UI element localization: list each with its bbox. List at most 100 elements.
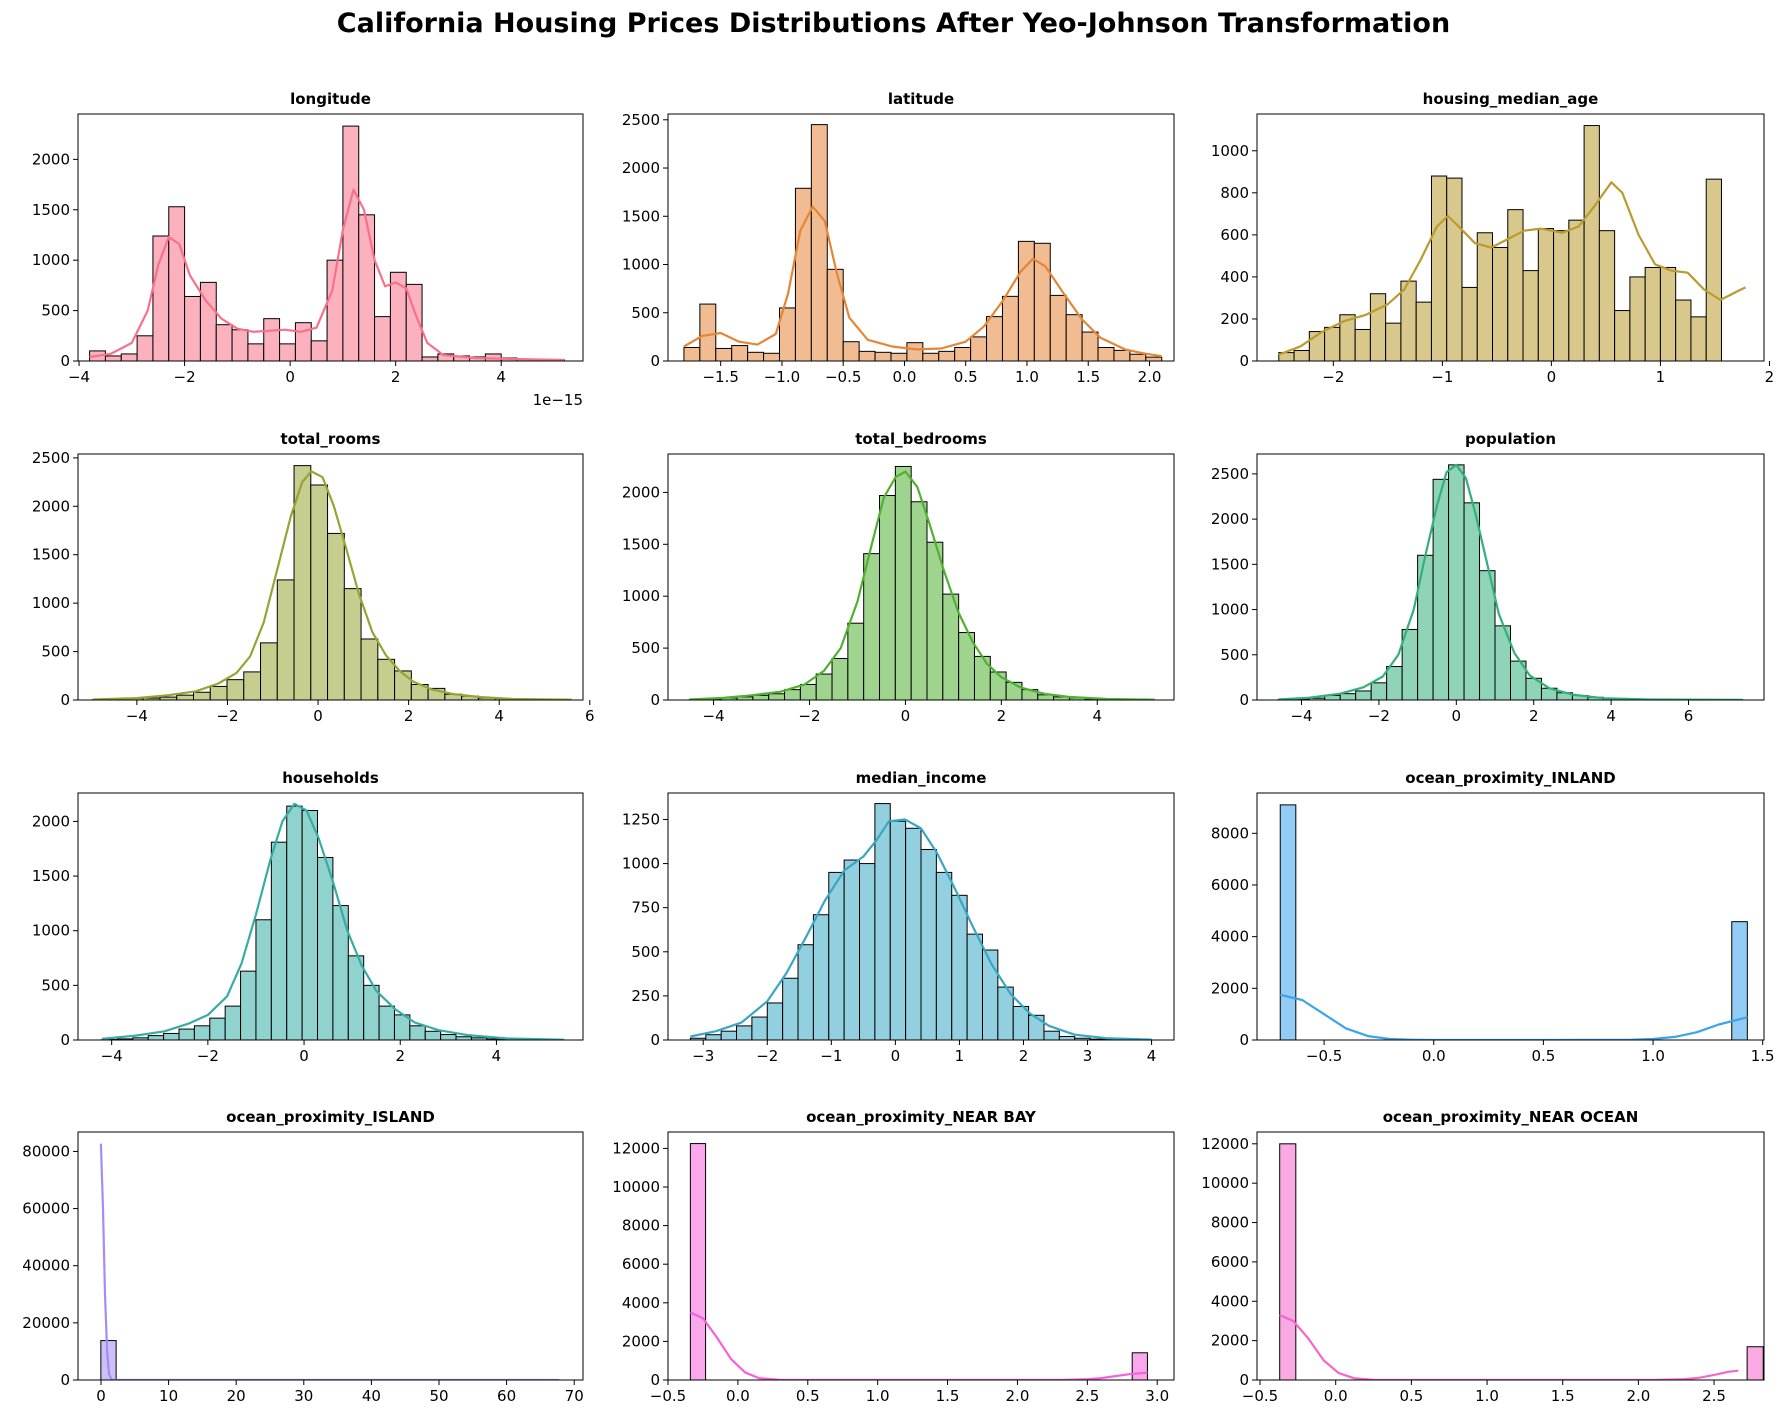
- x-tick-label: −2: [216, 707, 238, 725]
- x-tick-label: 0: [285, 368, 295, 386]
- y-tick-label: 8000: [1211, 1214, 1249, 1232]
- x-tick-label: 1.0: [1015, 368, 1039, 386]
- histogram-bar: [1028, 1014, 1045, 1040]
- x-tick-label: −2: [1322, 368, 1344, 386]
- x-tick-label: −0.5: [650, 1387, 686, 1405]
- histogram-bar: [942, 593, 960, 700]
- x-tick-label: −1.5: [702, 368, 738, 386]
- histogram-bar: [327, 532, 345, 700]
- histogram-bar: [922, 352, 940, 361]
- histogram-bar: [879, 495, 896, 700]
- histogram-bar: [358, 214, 376, 361]
- histogram-bar: [310, 484, 329, 700]
- histogram-panel-3: total_rooms −4 −2 0 2 4 6 0 500 1000 1500 2000 2500: [32, 430, 595, 725]
- histogram-bar: [152, 235, 170, 361]
- x-tick-label: −0.5: [1242, 1387, 1278, 1405]
- x-tick-label: 3: [1083, 1047, 1093, 1065]
- x-tick-label: 40: [362, 1387, 381, 1405]
- histogram-bar: [260, 642, 278, 700]
- histogram-bar: [752, 694, 770, 700]
- y-tick-label: 6000: [622, 1255, 660, 1273]
- histogram-bar: [920, 848, 937, 1040]
- panel-title: longitude: [290, 90, 371, 108]
- y-tick-label: 6000: [1211, 1253, 1249, 1271]
- histogram-bar: [910, 501, 928, 700]
- x-tick-label: −2: [174, 368, 196, 386]
- kde-line: [683, 205, 1162, 358]
- histogram-bar: [342, 125, 360, 361]
- histogram-bar: [1537, 228, 1555, 361]
- kde-line: [689, 1311, 1148, 1380]
- x-tick-label: 2.0: [1626, 1387, 1650, 1405]
- y-tick-label: 2000: [1211, 1332, 1249, 1350]
- kde-line: [1279, 1313, 1739, 1380]
- bars-group: [1279, 1143, 1764, 1380]
- histogram-bar: [810, 124, 828, 361]
- x-tick-label: 0.0: [1422, 1047, 1446, 1065]
- y-tick-label: 2000: [32, 497, 70, 515]
- y-tick-label: 2000: [1211, 510, 1249, 528]
- histogram-bar: [986, 316, 1003, 361]
- y-tick-label: 1500: [1211, 555, 1249, 573]
- y-tick-label: 200: [1220, 310, 1249, 328]
- histogram-bar: [906, 342, 924, 361]
- histogram-bar: [1522, 270, 1539, 361]
- histogram-bar: [1354, 328, 1371, 361]
- bars-group: [92, 465, 563, 700]
- histogram-bar: [1065, 314, 1083, 361]
- histogram-bar: [294, 322, 312, 361]
- x-tick-label: 2: [997, 707, 1007, 725]
- histogram-bar: [1659, 266, 1677, 361]
- x-tick-label: 2: [1019, 1047, 1029, 1065]
- x-tick-label: −0.5: [825, 368, 861, 386]
- histogram-panel-5: population −4 −2 0 2 4 6 0 500 1000 1500 2000 2500: [1211, 430, 1765, 725]
- histogram-bar: [751, 1016, 768, 1040]
- histogram-bar: [768, 693, 786, 700]
- histogram-bar: [1492, 246, 1509, 361]
- histogram-panel-9: ocean_proximity_ISLAND 0 10 20 30 40 50 60 70 0 20…: [22, 1108, 583, 1405]
- y-tick-label: 40000: [22, 1257, 70, 1275]
- x-tick-label: −4: [126, 707, 148, 725]
- x-tick-label: 1.5: [1751, 1047, 1775, 1065]
- histogram-bar: [731, 345, 749, 361]
- y-tick-label: 2500: [622, 111, 660, 129]
- y-tick-label: 1500: [32, 867, 70, 885]
- histogram-bar: [255, 919, 272, 1040]
- histogram-bar: [192, 691, 211, 700]
- histogram-bar: [935, 871, 953, 1040]
- y-tick-label: 1000: [32, 251, 70, 269]
- x-tick-label: 0: [299, 1047, 309, 1065]
- histogram-bar: [831, 657, 849, 700]
- y-tick-label: 60000: [22, 1200, 70, 1218]
- histogram-bar: [1339, 693, 1357, 700]
- histogram-bar: [378, 1005, 395, 1040]
- histogram-bar: [1113, 349, 1131, 361]
- x-tick-label: −1.0: [764, 368, 800, 386]
- y-tick-label: 2000: [32, 812, 70, 830]
- histogram-bar: [360, 638, 379, 700]
- histogram-bar: [1705, 178, 1722, 361]
- histogram-bar: [905, 827, 922, 1040]
- panel-title: total_rooms: [281, 430, 381, 448]
- y-tick-label: 0: [650, 691, 660, 709]
- panel-title: housing_median_age: [1423, 90, 1599, 108]
- histogram-bar: [1370, 682, 1388, 700]
- histogram-bar: [826, 268, 844, 361]
- y-tick-label: 0: [650, 352, 660, 370]
- histogram-bar: [270, 841, 288, 1040]
- histogram-bar: [1553, 230, 1570, 361]
- bars-group: [689, 1143, 1148, 1380]
- histogram-bar: [989, 671, 1007, 700]
- histogram-bar: [184, 295, 201, 361]
- histogram-bar: [421, 356, 439, 361]
- histogram-bar: [394, 670, 412, 700]
- histogram-bar: [970, 336, 988, 361]
- histogram-bar: [377, 658, 396, 700]
- histogram-bar: [1461, 286, 1478, 361]
- histogram-panel-4: total_bedrooms −4 −2 0 2 4 0 500 1000 1500 2000: [622, 430, 1175, 725]
- x-tick-label: 2: [1765, 368, 1775, 386]
- histogram-bar: [1097, 346, 1115, 361]
- x-tick-label: 0: [1547, 368, 1557, 386]
- histogram-bar: [1369, 293, 1387, 361]
- page-title: California Housing Prices Distributions …: [336, 8, 1451, 39]
